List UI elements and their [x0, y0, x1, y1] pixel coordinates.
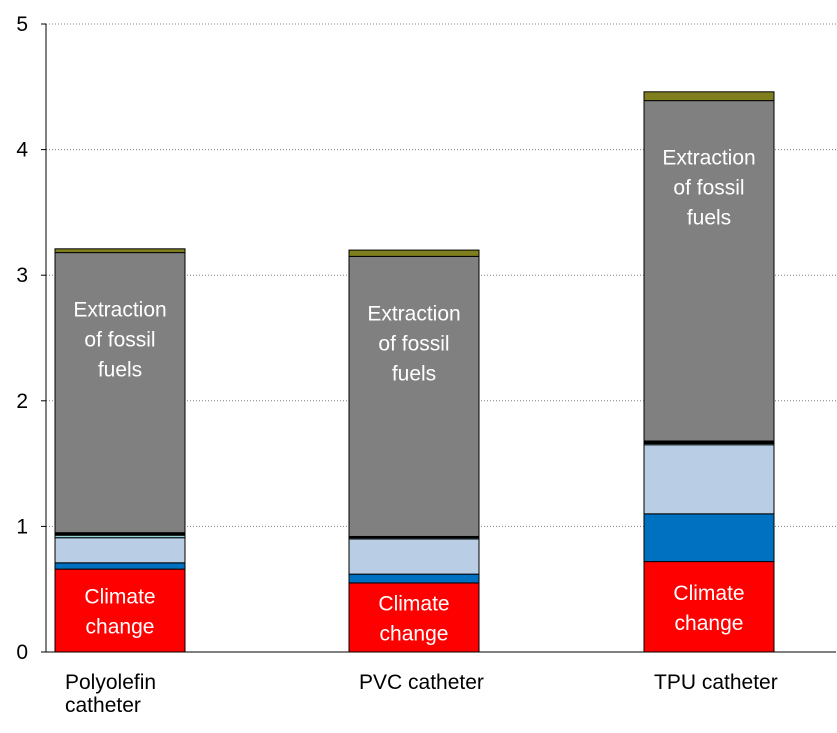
bar-segment-0-5	[54, 252, 186, 534]
x-category-label: TPU catheter	[654, 671, 778, 694]
segment-label: change	[86, 616, 155, 639]
y-tick-label: 1	[16, 515, 28, 538]
segment-label: of fossil	[673, 177, 744, 200]
segment-label: Extraction	[73, 299, 166, 322]
segment-label: change	[380, 622, 449, 645]
x-category-label: catheter	[65, 694, 141, 717]
segment-label: of fossil	[378, 332, 449, 355]
bar-segment-2-6	[643, 91, 775, 102]
bar-segment-2-5	[643, 100, 775, 442]
bar-segment-0-6	[54, 248, 186, 254]
y-tick-label: 2	[16, 390, 28, 413]
y-tick-label: 3	[16, 264, 28, 287]
bar-segment-0-2	[54, 537, 186, 564]
bar-segment-1-6	[348, 249, 480, 257]
segment-label: Climate	[84, 586, 155, 609]
segment-label: Climate	[673, 582, 744, 605]
bar-segment-2-1	[643, 513, 775, 563]
bar-segment-2-2	[643, 444, 775, 515]
bar-segment-1-2	[348, 538, 480, 575]
bar-segment-2-0	[643, 561, 775, 653]
bar-segment-1-5	[348, 255, 480, 537]
y-tick-label: 0	[16, 641, 28, 664]
segment-label: fuels	[392, 362, 436, 385]
x-category-label: Polyolefin	[65, 671, 156, 694]
segment-label: of fossil	[84, 329, 155, 352]
segment-label: fuels	[98, 359, 142, 382]
segment-label: Climate	[378, 592, 449, 615]
bar-segment-1-0	[348, 582, 480, 653]
segment-label: fuels	[687, 207, 731, 230]
x-category-label: PVC catheter	[359, 671, 484, 694]
bar-segment-0-0	[54, 568, 186, 653]
segment-label: change	[675, 612, 744, 635]
segment-label: Extraction	[367, 302, 460, 325]
y-tick-label: 4	[16, 139, 28, 162]
y-tick-label: 5	[16, 13, 28, 36]
bar-segment-0-1	[54, 562, 186, 570]
bar-segment-1-1	[348, 573, 480, 584]
segment-label: Extraction	[662, 147, 755, 170]
